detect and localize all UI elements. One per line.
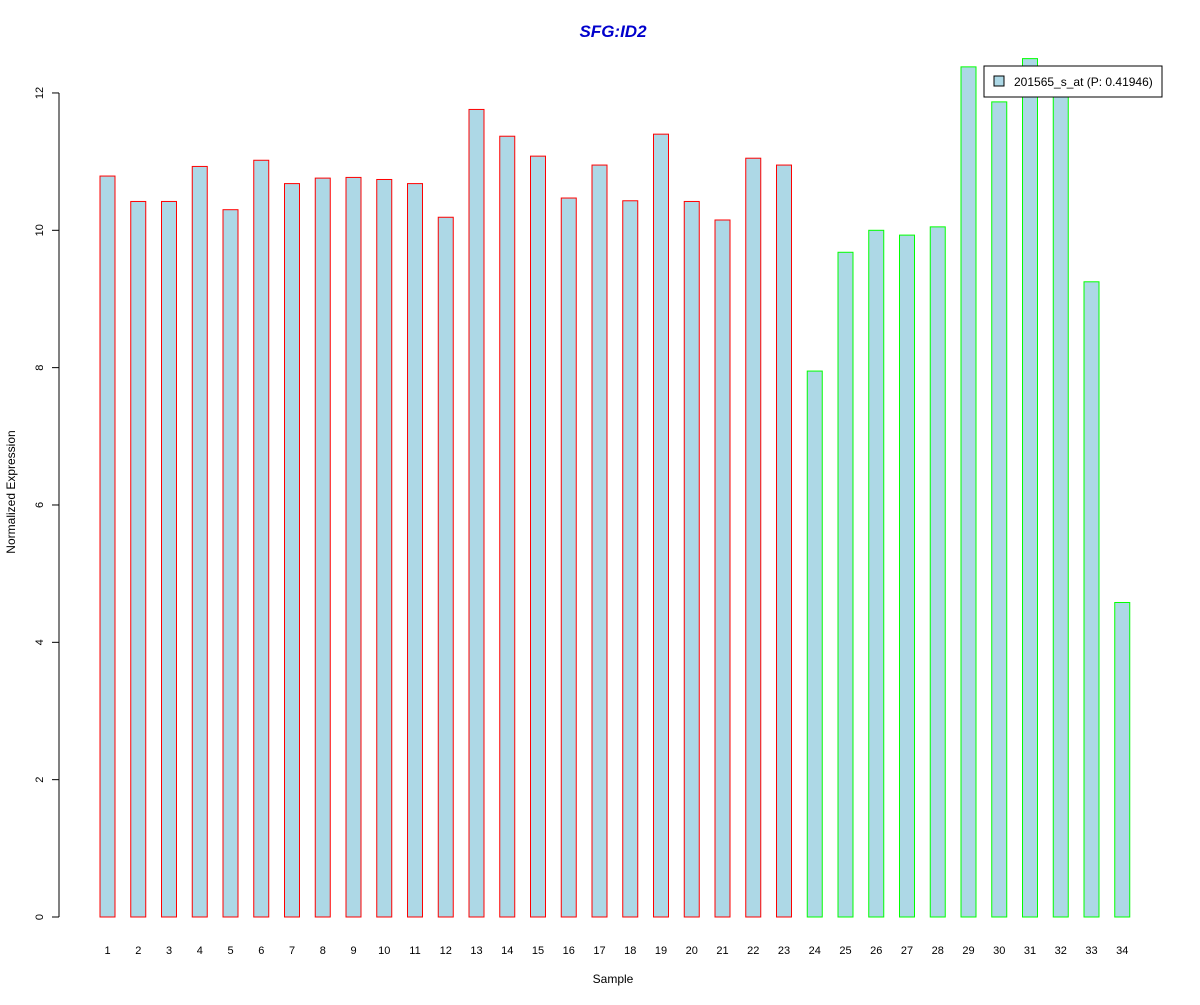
bar [161,200,177,918]
y-tick-label: 12 [34,87,46,99]
y-tick-label: 0 [34,914,46,920]
bar [1114,601,1131,918]
bar [868,229,885,918]
y-axis: 0 2 4 6 8 10 12 [34,87,60,920]
bar [222,209,239,918]
legend: 201565_s_at (P: 0.41946) [983,65,1163,98]
x-tick-label: 19 [655,945,667,957]
x-tick-label: 1 [104,945,110,957]
x-tick-label: 28 [932,945,944,957]
y-tick-label: 2 [34,777,46,783]
bar [499,135,516,918]
x-tick-label: 22 [747,945,759,957]
x-tick-label: 30 [993,945,1005,957]
x-tick-label: 5 [227,945,233,957]
x-tick-label: 31 [1024,945,1036,957]
x-tick-label: 15 [532,945,544,957]
bar [560,197,577,918]
bar [345,176,362,918]
bar [191,165,208,918]
bars-group [99,58,1131,918]
x-tick-label: 26 [870,945,882,957]
bar [714,219,731,918]
x-tick-label: 4 [197,945,203,957]
x-tick-label: 18 [624,945,636,957]
bar [437,216,454,918]
legend-label: 201565_s_at (P: 0.41946) [1014,75,1153,89]
x-tick-label: 14 [501,945,513,957]
x-tick-label: 25 [839,945,851,957]
x-tick-label: 20 [686,945,698,957]
x-tick-label: 3 [166,945,172,957]
bar [776,164,792,918]
bar [407,183,423,918]
x-tick-label: 33 [1085,945,1097,957]
bar [284,183,300,918]
bar [653,133,669,918]
bar [130,200,147,918]
bar [1022,58,1038,918]
y-tick-label: 10 [34,224,46,236]
x-tick-label: 13 [470,945,482,957]
y-tick-label: 6 [34,502,46,508]
bar [591,164,608,918]
y-tick-label: 4 [34,639,46,645]
x-tick-label: 16 [563,945,575,957]
x-tick-label: 2 [135,945,141,957]
x-tick-label: 34 [1116,945,1128,957]
x-tick-labels: 1 2 3 4 5 6 7 8 9 10 11 12 13 14 15 16 17 18 19 20 21 22 23 24 2… [104,945,1128,957]
bar [622,200,639,918]
bar [530,155,546,918]
x-tick-label: 17 [593,945,605,957]
x-tick-label: 23 [778,945,790,957]
bar [991,101,1008,918]
bar [253,159,270,918]
y-axis-label: Normalized Expression [4,430,18,553]
bar [837,251,854,918]
x-tick-label: 12 [440,945,452,957]
x-tick-label: 6 [258,945,264,957]
x-tick-label: 8 [320,945,326,957]
bar [314,177,331,918]
bar [1052,78,1069,918]
x-tick-label: 27 [901,945,913,957]
chart-title: SFG:ID2 [579,22,647,41]
x-axis-label: Sample [593,972,634,986]
bar [99,175,116,918]
bar [745,157,762,918]
x-tick-label: 9 [350,945,356,957]
bar [376,178,393,918]
bar [1083,281,1100,918]
y-tick-label: 8 [34,365,46,371]
legend-swatch [993,75,1005,87]
bar [899,234,915,918]
x-tick-label: 10 [378,945,390,957]
x-tick-label: 29 [962,945,974,957]
x-tick-label: 32 [1055,945,1067,957]
bar [929,226,946,918]
bar [806,370,823,918]
x-tick-label: 11 [409,945,420,957]
bar [683,200,700,918]
x-tick-label: 21 [716,945,728,957]
bar [960,66,977,918]
bar [468,108,485,918]
x-tick-label: 24 [809,945,821,957]
x-tick-label: 7 [289,945,295,957]
legend-box [983,65,1163,98]
